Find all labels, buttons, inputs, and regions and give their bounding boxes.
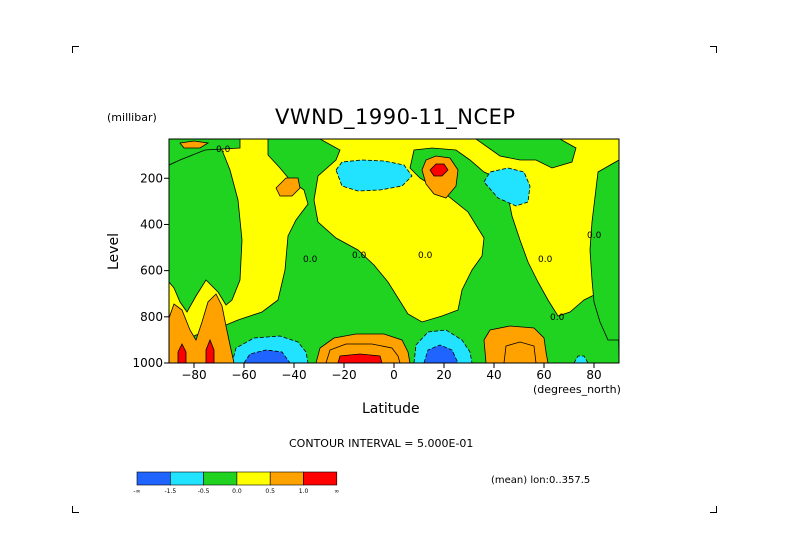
x-tick-label: 20 bbox=[436, 368, 451, 382]
region-orange-low-east bbox=[483, 325, 549, 363]
region-orange-upper-west bbox=[179, 140, 210, 149]
corner-mark-top-left bbox=[72, 46, 79, 53]
mean-label: (mean) lon:0..357.5 bbox=[491, 475, 591, 486]
x-tick-label: −20 bbox=[331, 368, 356, 382]
contour-line-low-east-inner bbox=[503, 341, 537, 363]
contour-fill-layer bbox=[169, 139, 619, 363]
colorbar-tick-label: -1.5 bbox=[164, 488, 176, 495]
colorbar-tick-label: 0.0 bbox=[232, 488, 242, 495]
x-tick-label: 40 bbox=[486, 368, 501, 382]
region-blue-low-west bbox=[243, 349, 291, 363]
x-tick-label: −40 bbox=[281, 368, 306, 382]
region-blue-low-center bbox=[423, 344, 459, 363]
region-cyan-low-east bbox=[573, 355, 589, 363]
colorbar-tick-label: 1.0 bbox=[299, 488, 309, 495]
chart-title: VWND_1990-11_NCEP bbox=[275, 105, 516, 129]
colorbar-swatch bbox=[203, 471, 238, 486]
region-green-east bbox=[589, 159, 619, 341]
y-tick-label: 600 bbox=[140, 264, 163, 278]
y-tick-label: 200 bbox=[140, 171, 163, 185]
x-unit-label: (degrees_north) bbox=[533, 383, 621, 396]
colorbar-tick-label: -0.5 bbox=[198, 488, 210, 495]
contour-label-0: 0.0 bbox=[303, 255, 318, 265]
contour-label-0: 0.0 bbox=[550, 313, 565, 323]
region-red-low-center bbox=[337, 353, 383, 363]
region-green-west bbox=[169, 139, 243, 313]
colorbar-swatch bbox=[236, 471, 271, 486]
colorbar-swatch bbox=[269, 471, 304, 486]
corner-mark-bottom-right bbox=[710, 506, 717, 513]
x-axis-label: Latitude bbox=[362, 401, 420, 417]
colorbar-swatch bbox=[170, 471, 204, 486]
region-cyan-upper-right bbox=[483, 167, 531, 207]
region-orange-southwest bbox=[169, 293, 235, 363]
y-tick-label: 800 bbox=[140, 310, 163, 324]
region-cyan-upper-center bbox=[335, 159, 413, 192]
contour-label-0: 0.0 bbox=[587, 231, 602, 241]
region-orange-upper-center bbox=[421, 155, 459, 199]
corner-mark-bottom-left bbox=[72, 506, 79, 513]
x-tick-label: 80 bbox=[586, 368, 601, 382]
contour-label-0: 0.0 bbox=[418, 251, 433, 261]
region-orange-low-center bbox=[315, 333, 411, 363]
x-tick-label: 0 bbox=[390, 368, 398, 382]
x-tick-label: −60 bbox=[231, 368, 256, 382]
region-red-southwest-b bbox=[205, 338, 215, 363]
contour-line-low-center-inner bbox=[325, 343, 401, 363]
colorbar-tick-label: 0.5 bbox=[265, 488, 275, 495]
region-green-top-right bbox=[475, 139, 577, 169]
region-orange-small-upper bbox=[275, 177, 301, 197]
y-tick-label: 400 bbox=[140, 217, 163, 231]
contour-label-0: 0.0 bbox=[216, 145, 231, 155]
contour-label-0: 0.0 bbox=[538, 255, 553, 265]
region-red-southwest-a bbox=[177, 343, 187, 363]
y-unit-label: (millibar) bbox=[107, 111, 157, 124]
contour-label-0: 0.0 bbox=[352, 251, 367, 261]
y-tick-label: 1000 bbox=[132, 356, 163, 370]
x-tick-label: −80 bbox=[181, 368, 206, 382]
colorbar-tick-label: -∞ bbox=[133, 488, 140, 495]
colorbar: -∞ -1.5 -0.5 0.0 0.5 1.0 ∞ bbox=[133, 471, 339, 495]
region-red-upper-center bbox=[429, 163, 449, 177]
contour-interval-text: CONTOUR INTERVAL = 5.000E-01 bbox=[289, 437, 474, 450]
axes-layer: −80 −60 −40 −20 0 20 40 60 80 1000 800 600 400 200 bbox=[132, 171, 601, 382]
zero-contour-labels: 0.0 0.0 0.0 0.0 0.0 0.0 0.0 bbox=[216, 145, 602, 323]
colorbar-swatch bbox=[136, 471, 171, 486]
colorbar-swatch bbox=[303, 471, 338, 486]
corner-mark-top-right bbox=[710, 46, 717, 53]
colorbar-tick-label: ∞ bbox=[334, 488, 339, 495]
x-tick-label: 60 bbox=[536, 368, 551, 382]
